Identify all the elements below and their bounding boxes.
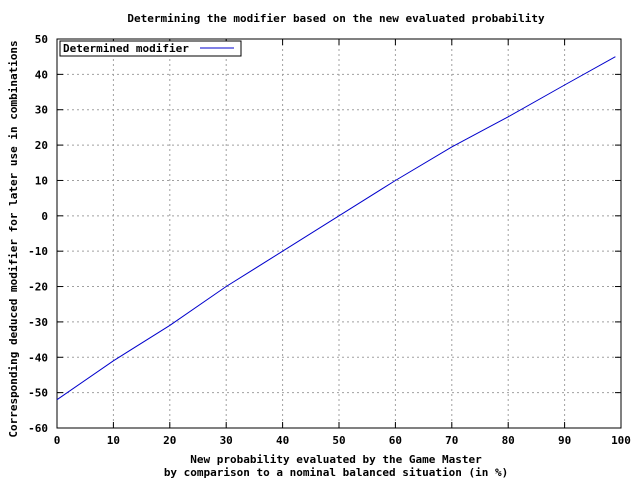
x-tick-label: 0 [54, 434, 61, 447]
y-tick-label: -60 [28, 422, 48, 435]
x-tick-label: 10 [107, 434, 120, 447]
y-tick-label: 30 [35, 104, 48, 117]
grid [57, 39, 621, 428]
x-tick-label: 20 [163, 434, 176, 447]
y-tick-label: -40 [28, 351, 48, 364]
ticks: 0 10 20 30 40 50 60 70 80 90 100-60-50-40-30-20-10… [28, 33, 631, 447]
chart-title: Determining the modifier based on the ne… [127, 12, 545, 25]
x-axis-label-line-1: New probability evaluated by the Game Ma… [190, 453, 482, 466]
legend: Determined modifier [59, 40, 242, 57]
legend-box [59, 40, 242, 57]
y-tick-label: -10 [28, 245, 48, 258]
y-tick-label: -20 [28, 281, 48, 294]
x-tick-label: 30 [220, 434, 233, 447]
x-axis-label-line-2: by comparison to a nominal balanced situ… [164, 466, 508, 479]
y-tick-label: -50 [28, 387, 48, 400]
series-layer [56, 56, 616, 401]
x-tick-label: 100 [611, 434, 631, 447]
x-tick-label: 70 [445, 434, 458, 447]
legend-label: Determined modifier [63, 42, 189, 55]
x-tick-label: 60 [389, 434, 402, 447]
y-tick-label: 40 [35, 68, 48, 81]
y-tick-label: 0 [41, 210, 48, 223]
x-tick-label: 50 [332, 434, 345, 447]
y-axis-label: Corresponding deduced modifier for later… [7, 40, 20, 437]
x-tick-label: 80 [502, 434, 515, 447]
y-tick-label: 20 [35, 139, 48, 152]
x-tick-label: 90 [558, 434, 571, 447]
x-tick-label: 40 [276, 434, 289, 447]
y-tick-label: 10 [35, 174, 48, 187]
series-line-determined-modifier [56, 56, 616, 401]
y-tick-label: 50 [35, 33, 48, 46]
y-tick-label: -30 [28, 316, 48, 329]
